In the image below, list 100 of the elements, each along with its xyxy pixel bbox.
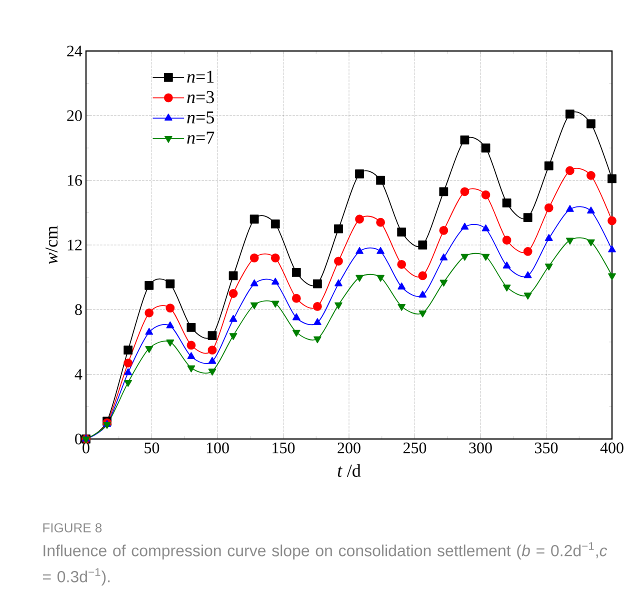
- caption: FIGURE 8: [43, 523, 102, 532]
- point: [187, 352, 196, 359]
- x-tick-label: 350: [535, 442, 558, 454]
- y-tick-label: 12: [68, 240, 82, 250]
- point: [376, 274, 384, 282]
- point: [250, 253, 259, 262]
- x-tick-label: 150: [272, 442, 295, 454]
- point: [397, 260, 406, 269]
- point: [418, 271, 428, 280]
- point: [460, 187, 470, 196]
- point: [292, 294, 301, 303]
- point: [187, 365, 196, 372]
- legend-label: n=1: [187, 70, 214, 83]
- point: [166, 340, 174, 346]
- point: [523, 213, 532, 222]
- point: [523, 247, 532, 256]
- point: [566, 204, 574, 212]
- point: [228, 289, 238, 298]
- point: [186, 322, 196, 332]
- point: [145, 328, 154, 335]
- point: [355, 214, 364, 224]
- point: [398, 282, 406, 290]
- point: [440, 280, 448, 287]
- point: [460, 254, 469, 261]
- point: [502, 262, 511, 268]
- point: [608, 273, 616, 280]
- point: [124, 368, 132, 376]
- point: [208, 368, 216, 376]
- point: [314, 318, 322, 326]
- point: [250, 279, 258, 286]
- point: [314, 336, 322, 344]
- point: [271, 278, 280, 285]
- point: [271, 300, 280, 308]
- point: [312, 302, 322, 311]
- point: [208, 346, 217, 355]
- point: [144, 308, 154, 318]
- x-tick-label: 300: [469, 442, 492, 454]
- y-tick-label: 8: [75, 304, 82, 316]
- point: [208, 356, 216, 364]
- x-axis-title: t /d: [338, 464, 361, 477]
- point: [481, 144, 490, 152]
- point: [334, 279, 342, 286]
- point: [250, 302, 258, 310]
- point: [356, 247, 364, 254]
- point: [439, 187, 448, 196]
- x-tick-label: 100: [206, 442, 229, 454]
- point: [334, 256, 343, 266]
- point: [312, 279, 322, 288]
- point: [376, 218, 386, 227]
- point: [481, 190, 490, 200]
- legend-label: n=5: [187, 112, 214, 124]
- point: [502, 198, 512, 208]
- y-tick-label: 24: [67, 46, 82, 56]
- point: [460, 135, 470, 144]
- point: [482, 254, 490, 261]
- point: [586, 119, 596, 128]
- point: [418, 310, 427, 318]
- point: [228, 271, 238, 280]
- x-tick-label: 200: [338, 442, 360, 454]
- point: [166, 321, 174, 328]
- point: [166, 279, 175, 288]
- point: [145, 346, 154, 353]
- x-tick-label: 250: [403, 442, 426, 454]
- point: [544, 234, 553, 241]
- point: [229, 333, 238, 340]
- point: [229, 314, 238, 322]
- point: [270, 253, 280, 262]
- point: [376, 176, 386, 185]
- point: [440, 253, 448, 260]
- point: [397, 228, 406, 237]
- point: [292, 268, 301, 277]
- y-tick-label: 16: [68, 174, 82, 186]
- legend-label: n=7: [187, 132, 214, 144]
- point: [460, 222, 469, 230]
- point: [124, 380, 132, 387]
- point: [502, 236, 512, 245]
- point: [544, 161, 554, 170]
- point: [208, 331, 217, 340]
- point: [586, 171, 596, 180]
- point: [186, 340, 196, 350]
- y-axis-title: w/cm: [46, 226, 58, 264]
- point: [398, 304, 406, 311]
- point: [439, 226, 448, 235]
- point: [524, 292, 532, 300]
- point: [544, 203, 554, 212]
- point: [334, 224, 343, 234]
- point: [292, 330, 300, 337]
- point: [166, 304, 175, 312]
- point: [502, 284, 511, 292]
- x-tick-label: 400: [600, 442, 624, 454]
- point: [565, 166, 574, 176]
- point: [565, 110, 574, 118]
- point: [524, 271, 532, 278]
- point: [608, 174, 616, 184]
- legend-label: n=3: [187, 91, 214, 104]
- point: [418, 290, 427, 298]
- point: [608, 245, 616, 252]
- point: [482, 224, 490, 232]
- point: [124, 346, 133, 355]
- y-tick-label: 4: [74, 369, 82, 380]
